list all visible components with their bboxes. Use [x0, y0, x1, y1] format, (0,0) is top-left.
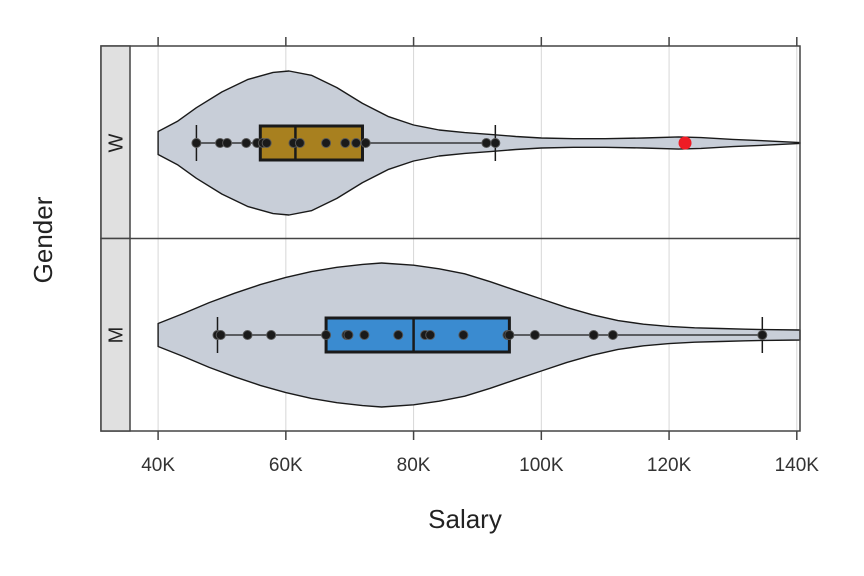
x-axis: 40K 60K 80K 100K 120K 140K	[141, 37, 819, 476]
points-layer	[191, 136, 768, 340]
data-point-W	[222, 138, 233, 148]
box-M	[324, 316, 511, 354]
strip-label-W: W	[106, 133, 128, 152]
x-tick-label: 80K	[397, 455, 431, 476]
highlighted-point-W	[678, 136, 692, 150]
data-point-M	[359, 330, 370, 340]
x-axis-title: Salary	[428, 504, 502, 534]
data-point-W	[481, 138, 492, 148]
data-point-M	[215, 330, 226, 340]
data-point-M	[588, 330, 599, 340]
data-point-W	[360, 138, 371, 148]
y-axis-title: Gender	[28, 196, 58, 283]
data-point-M	[321, 330, 332, 340]
data-point-W	[261, 138, 272, 148]
data-point-M	[343, 330, 354, 340]
x-tick-label: 140K	[775, 455, 820, 476]
x-tick-label: 40K	[141, 455, 175, 476]
data-point-M	[529, 330, 540, 340]
data-point-W	[321, 138, 332, 148]
data-point-M	[458, 330, 469, 340]
data-point-W	[191, 138, 202, 148]
x-tick-label: 100K	[519, 455, 564, 476]
strip-label-M: M	[106, 327, 128, 344]
strip-M	[100, 237, 131, 432]
data-point-M	[242, 330, 253, 340]
data-point-M	[266, 330, 277, 340]
data-point-M	[757, 330, 768, 340]
data-point-W	[490, 138, 501, 148]
data-point-W	[241, 138, 252, 148]
strip-W	[100, 45, 131, 240]
data-point-M	[425, 330, 436, 340]
x-tick-label: 120K	[647, 455, 692, 476]
x-tick-label: 60K	[269, 455, 303, 476]
data-point-W	[340, 138, 351, 148]
data-point-M	[393, 330, 404, 340]
data-point-W	[351, 138, 362, 148]
data-point-W	[294, 138, 305, 148]
data-point-M	[607, 330, 618, 340]
strip-layer: WM	[100, 45, 131, 432]
data-point-M	[504, 330, 515, 340]
